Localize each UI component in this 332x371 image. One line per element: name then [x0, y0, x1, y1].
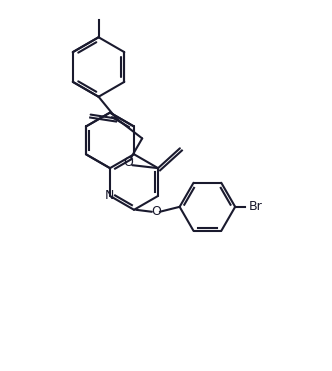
Text: O: O: [124, 156, 133, 169]
Text: N: N: [104, 190, 114, 203]
Text: O: O: [151, 205, 161, 218]
Text: Br: Br: [249, 200, 263, 213]
